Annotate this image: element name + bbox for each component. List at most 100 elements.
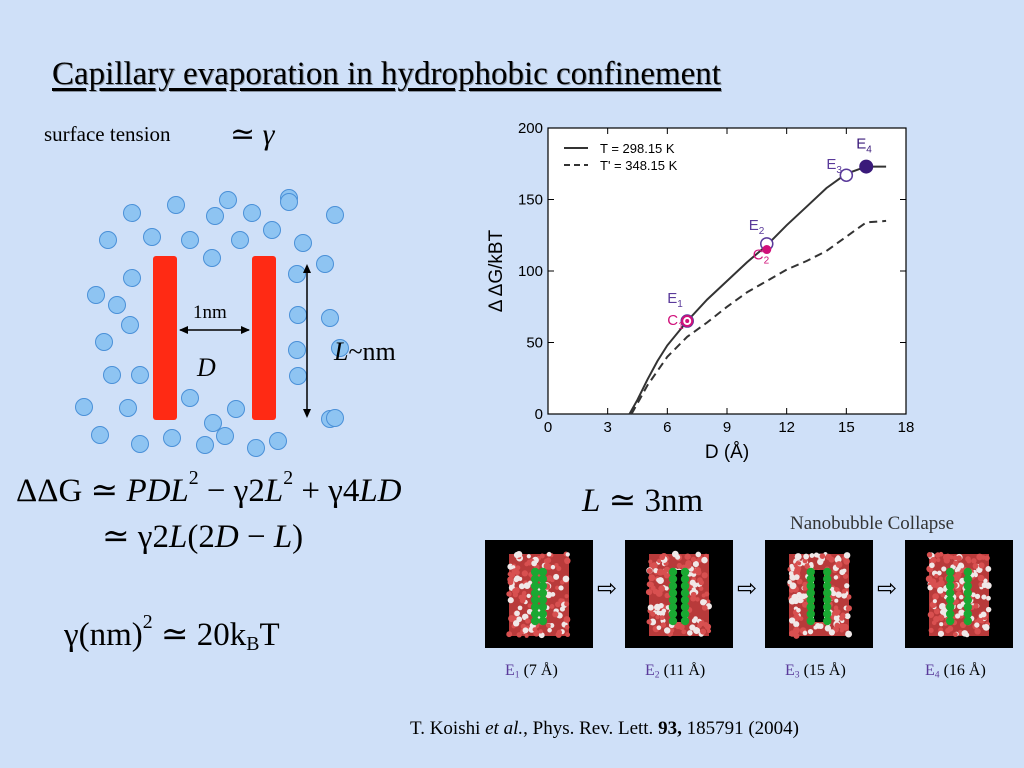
plate-atom (806, 581, 815, 591)
atom (565, 632, 571, 638)
atom (524, 633, 529, 638)
water-molecule (269, 432, 287, 450)
atom (788, 597, 796, 605)
atom (563, 616, 571, 623)
atom (834, 598, 839, 603)
atom (555, 585, 560, 590)
atom (973, 603, 979, 609)
plate-atom (946, 595, 955, 605)
atom (691, 587, 697, 592)
atom (700, 599, 707, 606)
atom (949, 555, 954, 560)
atom (977, 574, 985, 582)
point-label-sub: 1 (678, 321, 684, 332)
atom (961, 630, 969, 637)
atom (981, 594, 987, 600)
atom (833, 605, 839, 611)
atom (704, 623, 712, 630)
data-point (762, 245, 772, 255)
free-energy-chart: 0 3 6 9 12 15 18 0 50 100 150 200 D (Å) Δ ΔG/kBT T = 2… (472, 118, 922, 480)
water-molecule (123, 269, 141, 287)
atom (658, 603, 664, 609)
water-molecule (219, 191, 237, 209)
point-label-sub: 2 (764, 256, 770, 267)
x-tick-label: 6 (663, 419, 671, 436)
atom (940, 592, 946, 598)
atom (787, 579, 792, 585)
plate-atom (963, 609, 972, 619)
plate-atom (680, 595, 690, 605)
atom (522, 627, 529, 634)
water-molecule (119, 399, 137, 417)
atom (835, 555, 841, 560)
atom (974, 593, 981, 599)
series-line (628, 165, 887, 415)
plate-atom (530, 609, 540, 619)
atom (554, 562, 559, 568)
plate-atom (538, 602, 548, 612)
atom (695, 566, 702, 574)
atom (656, 558, 662, 564)
water-molecule (288, 265, 306, 283)
atom (796, 578, 803, 585)
x-tick-label: 18 (898, 419, 915, 436)
atom (701, 572, 708, 579)
atom (687, 630, 693, 636)
water-molecule (206, 207, 224, 225)
atom (692, 561, 699, 568)
atom (841, 588, 847, 594)
atom (648, 581, 654, 588)
length-arrow-head-top (303, 264, 311, 273)
plate-atom (668, 602, 678, 612)
point-label-sub: 1 (677, 299, 683, 310)
atom (970, 592, 976, 598)
water-molecule (167, 196, 185, 214)
atom (506, 631, 513, 638)
atom (817, 558, 824, 566)
plate-atom (538, 581, 548, 591)
atom (650, 611, 656, 617)
water-molecule (321, 309, 339, 327)
atom (796, 561, 802, 566)
snapshot-render (645, 550, 712, 637)
plate-atom (538, 616, 548, 626)
atom (938, 576, 944, 581)
water-molecule (331, 339, 349, 357)
atom (531, 560, 538, 567)
atom (678, 623, 685, 631)
atom (959, 594, 964, 600)
atom (802, 630, 808, 636)
atom (947, 625, 954, 632)
atom (696, 623, 703, 629)
atom (691, 618, 697, 624)
plate-atom (668, 574, 678, 584)
atom (972, 563, 979, 569)
atom (844, 583, 850, 589)
atom (526, 593, 531, 598)
atom (526, 554, 531, 559)
water-molecule (143, 228, 161, 246)
atom (943, 557, 951, 564)
atom (546, 551, 552, 557)
atom (658, 585, 665, 592)
atom (559, 606, 565, 612)
snapshot-caption: E2 (11 Å) (645, 662, 706, 681)
water-molecule (247, 439, 265, 457)
atom (933, 608, 940, 615)
plate-atom (538, 609, 548, 619)
plate-atom (806, 574, 815, 584)
atom (538, 629, 543, 634)
slide-title: Capillary evaporation in hydrophobic con… (52, 56, 721, 92)
atom (549, 622, 555, 629)
plate-atom (680, 581, 690, 591)
atom (956, 555, 962, 562)
plate-atom (963, 595, 972, 605)
atom (684, 553, 691, 560)
water-molecule (181, 389, 199, 407)
atom (802, 585, 808, 591)
plate-atom (538, 588, 548, 598)
atom (690, 595, 697, 602)
plate-atom (963, 588, 972, 598)
atom (650, 562, 658, 570)
atom (514, 575, 521, 582)
